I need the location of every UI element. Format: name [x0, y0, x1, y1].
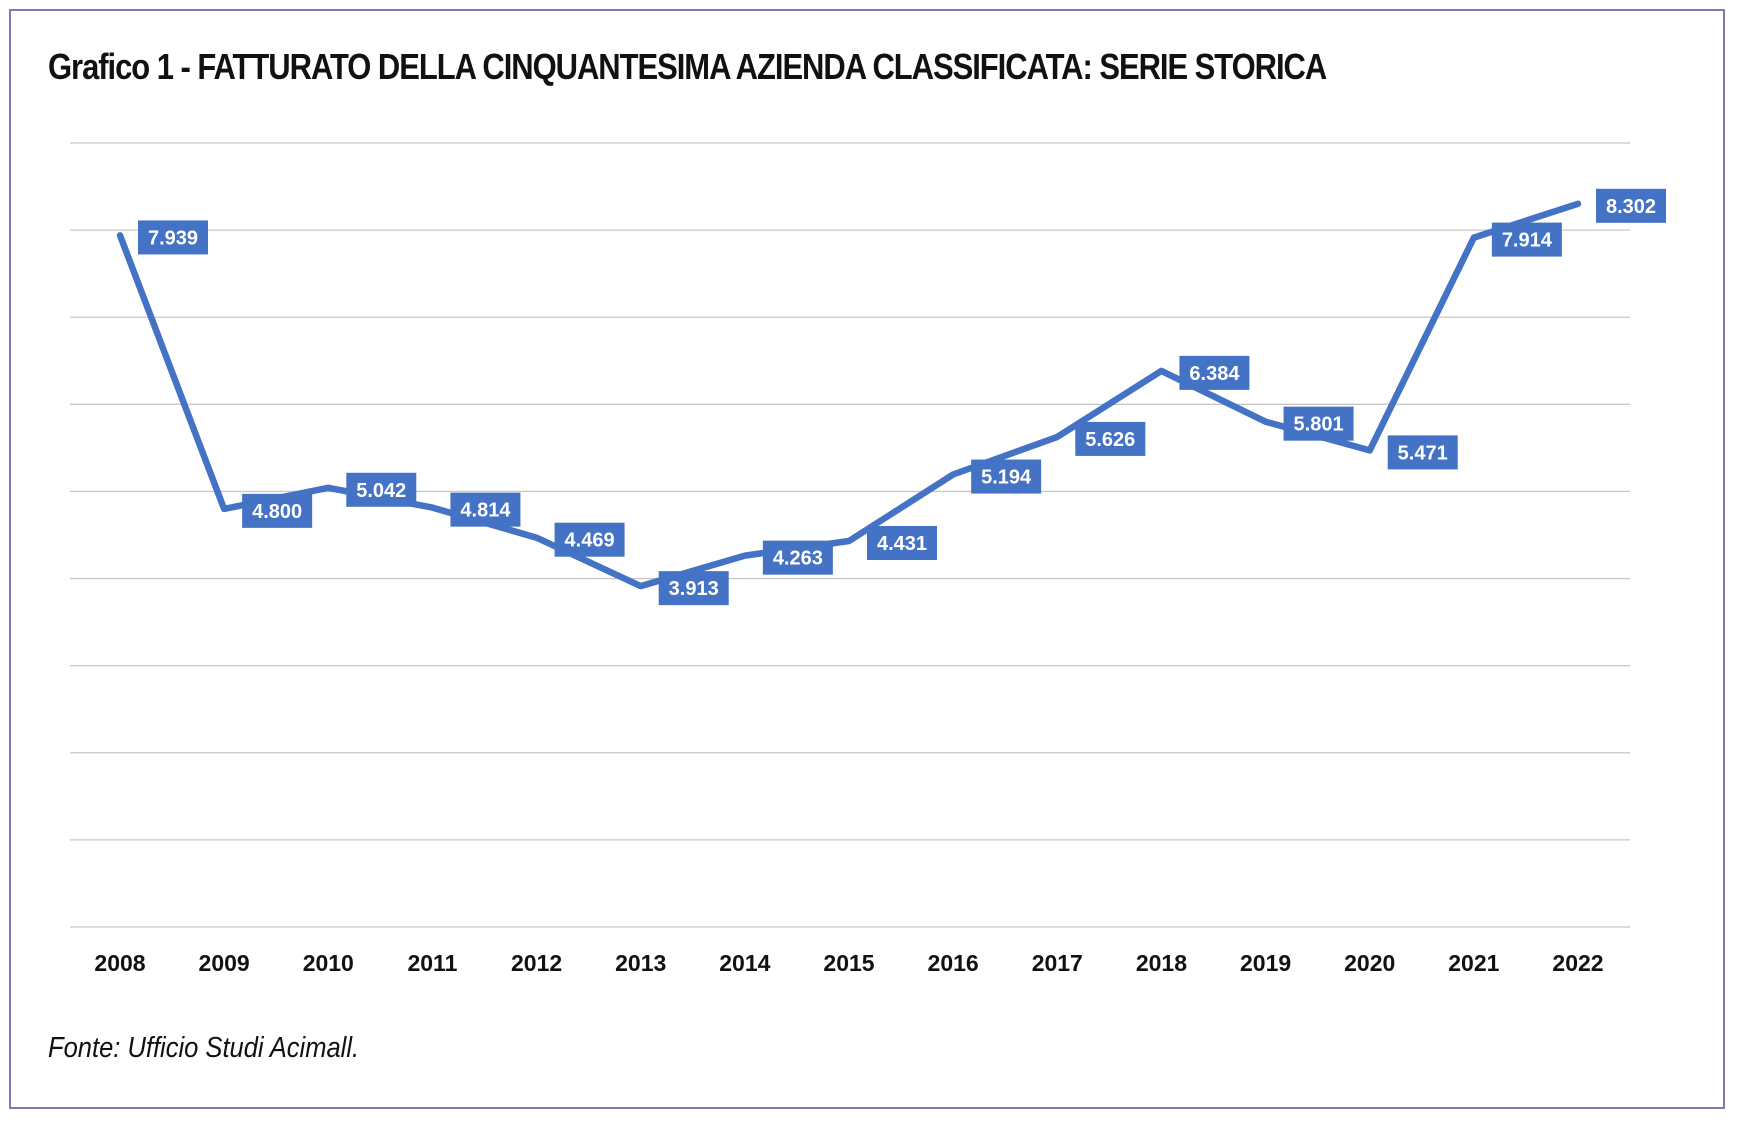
data-label-box	[762, 540, 833, 575]
series-line	[116, 200, 1582, 590]
data-label: 7.914	[1491, 222, 1562, 257]
data-label-text: 5.626	[1085, 429, 1135, 451]
x-tick-label: 2010	[303, 950, 354, 976]
data-label: 5.471	[1387, 435, 1458, 470]
data-label: 5.626	[1075, 421, 1146, 456]
data-label-text: 7.939	[148, 227, 198, 249]
data-label-text: 5.471	[1398, 442, 1448, 464]
data-point	[223, 507, 226, 510]
data-label-box	[658, 571, 729, 606]
data-point	[119, 234, 121, 237]
data-label-text: 4.814	[460, 500, 511, 522]
data-label-text: 8.302	[1606, 196, 1656, 218]
data-label-box	[1387, 435, 1458, 470]
data-point	[431, 506, 434, 509]
data-label: 5.042	[346, 472, 417, 507]
data-point	[848, 540, 850, 543]
data-label-text: 6.384	[1189, 363, 1240, 385]
data-label-box	[346, 472, 417, 507]
data-label-box	[1179, 355, 1250, 390]
data-label: 4.800	[242, 493, 313, 528]
gridlines	[70, 142, 1630, 928]
data-label-text: 4.800	[252, 501, 302, 523]
source-note: Fonte: Ufficio Studi Acimall.	[48, 1032, 360, 1064]
data-label-text: 5.194	[981, 467, 1032, 489]
x-tick-label: 2009	[199, 950, 250, 976]
data-label-text: 4.469	[565, 530, 615, 552]
data-label-box	[450, 492, 521, 527]
data-label-box	[1491, 222, 1562, 257]
data-point	[1368, 449, 1371, 452]
x-tick-label: 2022	[1552, 950, 1603, 976]
data-point	[1264, 420, 1267, 423]
x-tick-label: 2014	[719, 950, 770, 976]
series-revenue	[116, 200, 1582, 590]
data-label: 8.302	[1596, 188, 1666, 223]
data-label-text: 3.913	[669, 578, 719, 600]
data-label-box	[138, 220, 208, 255]
data-point	[743, 554, 746, 557]
data-point	[1056, 435, 1059, 438]
x-tick-label: 2011	[407, 950, 457, 976]
data-label-text: 4.263	[773, 548, 823, 570]
data-label: 7.939	[138, 220, 208, 255]
x-tick-label: 2021	[1448, 950, 1499, 976]
data-label-box	[242, 493, 313, 528]
data-label-text: 5.042	[356, 480, 406, 502]
x-tick-label: 2020	[1344, 950, 1395, 976]
data-label: 5.194	[971, 459, 1042, 494]
data-label-text: 5.801	[1294, 414, 1344, 436]
x-axis-tick-labels: 2008 2009 2010 2011 2012 2013 2014 2015 2016 2017…	[94, 950, 1603, 976]
data-label-box	[1075, 421, 1146, 456]
data-point	[1577, 202, 1579, 205]
data-label: 4.814	[450, 492, 521, 527]
data-label-box	[554, 522, 625, 557]
x-tick-label: 2017	[1032, 950, 1083, 976]
x-tick-label: 2018	[1136, 950, 1187, 976]
x-tick-label: 2012	[511, 950, 562, 976]
data-point	[1160, 369, 1163, 372]
data-label: 3.913	[658, 571, 729, 606]
data-label: 6.384	[1179, 355, 1250, 390]
data-label-box	[867, 526, 937, 561]
x-tick-label: 2019	[1240, 950, 1291, 976]
data-labels: 7.939 4.800 5.042 4.814 4.469 3.913 4.263 4.431…	[138, 188, 1666, 606]
x-tick-label: 2015	[823, 950, 874, 976]
data-point	[1472, 236, 1475, 239]
x-tick-label: 2008	[94, 950, 145, 976]
data-point	[327, 486, 330, 489]
data-point	[535, 536, 538, 539]
chart-title: Grafico 1 - FATTURATO DELLA CINQUANTESIM…	[48, 46, 1327, 87]
data-label-box	[1596, 188, 1666, 223]
x-tick-label: 2013	[615, 950, 666, 976]
data-label-box	[1283, 406, 1354, 441]
data-label-text: 4.431	[877, 533, 927, 555]
data-point	[952, 473, 955, 476]
data-point	[639, 585, 642, 588]
data-label: 4.431	[867, 526, 937, 561]
x-tick-label: 2016	[928, 950, 979, 976]
data-label: 4.263	[762, 540, 833, 575]
data-label: 5.801	[1283, 406, 1354, 441]
data-label-text: 7.914	[1502, 230, 1553, 252]
data-label: 4.469	[554, 522, 625, 557]
data-label-box	[971, 459, 1042, 494]
